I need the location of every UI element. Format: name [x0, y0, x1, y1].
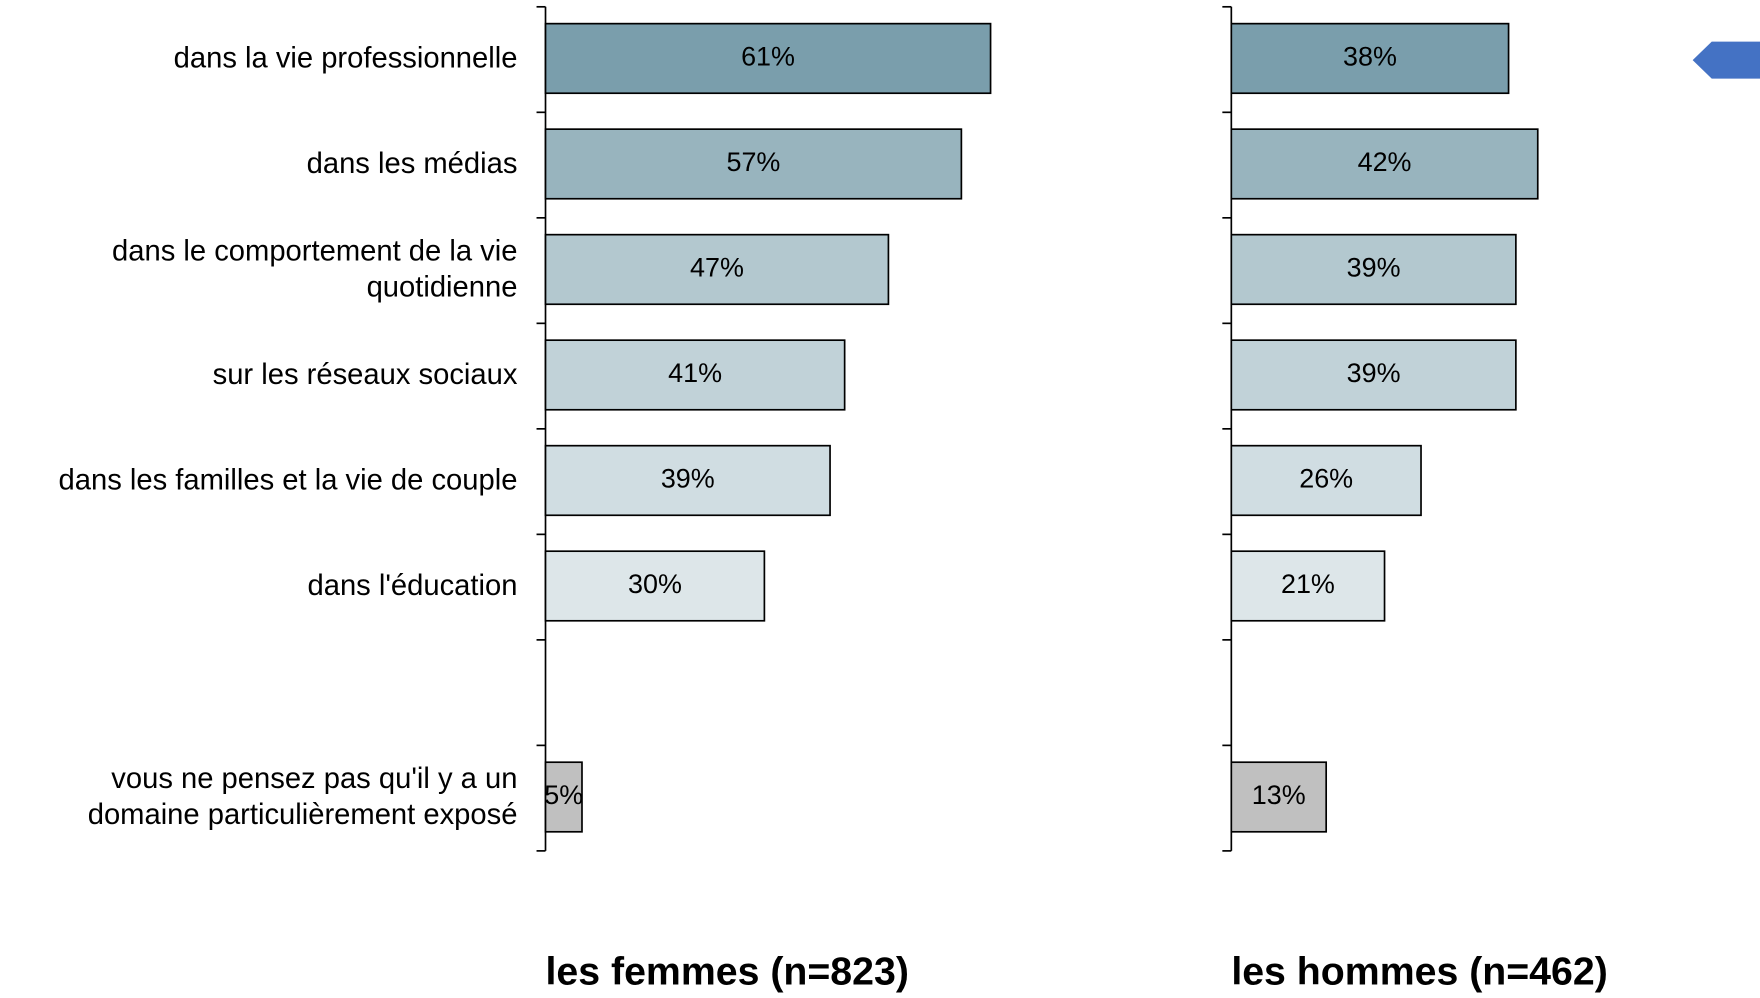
value-label: 57% — [726, 147, 780, 177]
value-label: 42% — [1358, 147, 1412, 177]
value-label: 30% — [628, 569, 682, 599]
panel-title: les hommes (n=462) — [1231, 950, 1607, 994]
value-label: 47% — [690, 253, 744, 283]
value-label: 39% — [661, 464, 715, 494]
value-label: 39% — [1347, 358, 1401, 388]
category-label: dans les familles et la vie de couple — [59, 464, 518, 496]
bar — [544, 22, 992, 95]
bar — [1230, 233, 1517, 306]
category-label: dans le comportement de la vie quotidienn… — [112, 235, 517, 303]
category-label: dans l'éducation — [308, 570, 518, 602]
bar — [1230, 550, 1386, 622]
category-label: dans les médias — [307, 148, 518, 180]
bar — [544, 339, 846, 411]
category-label: vous ne pensez pas qu'il y a un domaine p… — [88, 763, 518, 831]
bar — [544, 444, 831, 517]
panel-title: les femmes (n=823) — [546, 950, 909, 994]
category-label: dans la vie professionnelle — [174, 42, 518, 74]
arrow-shape — [1692, 41, 1760, 79]
value-label: 41% — [668, 358, 722, 388]
bar — [544, 233, 890, 306]
value-label: 13% — [1252, 780, 1306, 810]
bar — [1230, 444, 1422, 517]
value-label: 61% — [741, 42, 795, 72]
bar — [544, 550, 766, 622]
bar — [544, 128, 963, 200]
value-label: 26% — [1299, 464, 1353, 494]
category-label: sur les réseaux sociaux — [213, 359, 518, 391]
bar — [1230, 22, 1510, 95]
bar — [1230, 128, 1539, 200]
bar — [1230, 339, 1517, 411]
value-label: 38% — [1343, 42, 1397, 72]
bar — [1230, 761, 1328, 833]
value-label: 5% — [544, 780, 583, 810]
value-label: 39% — [1347, 253, 1401, 283]
bar — [544, 761, 583, 833]
value-label: 21% — [1281, 569, 1335, 599]
